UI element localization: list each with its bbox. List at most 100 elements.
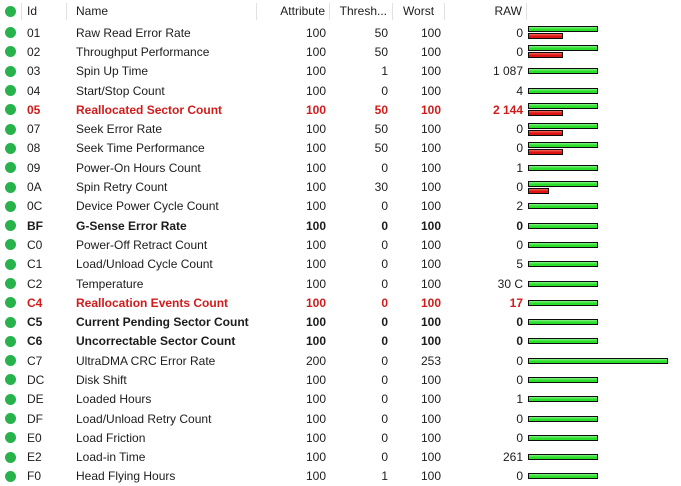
status-ok-icon bbox=[5, 6, 16, 17]
row-name: Load Friction bbox=[76, 430, 146, 445]
row-threshold: 1 bbox=[381, 64, 388, 79]
table-row[interactable]: C0 Power-Off Retract Count 100 0 100 0 bbox=[0, 235, 681, 254]
table-row[interactable]: 05 Reallocated Sector Count 100 50 100 2… bbox=[0, 100, 681, 119]
row-worst: 253 bbox=[420, 353, 441, 368]
row-bar-graph bbox=[527, 338, 681, 345]
table-row[interactable]: 0A Spin Retry Count 100 30 100 0 bbox=[0, 177, 681, 196]
row-bar-graph bbox=[527, 222, 681, 229]
table-row[interactable]: DE Loaded Hours 100 0 100 1 bbox=[0, 390, 681, 409]
row-threshold: 0 bbox=[381, 218, 388, 233]
threshold-bar bbox=[528, 187, 549, 194]
row-threshold: 0 bbox=[381, 295, 388, 310]
row-worst: 100 bbox=[420, 141, 441, 156]
row-id: 02 bbox=[27, 44, 41, 59]
row-raw: 261 bbox=[502, 450, 523, 465]
row-worst: 100 bbox=[420, 199, 441, 214]
column-header-worst[interactable]: Worst bbox=[393, 3, 445, 20]
row-worst: 100 bbox=[420, 25, 441, 40]
column-header-attribute[interactable]: Attribute bbox=[257, 3, 330, 20]
table-row[interactable]: E2 Load-in Time 100 0 100 261 bbox=[0, 448, 681, 467]
value-bar bbox=[528, 180, 598, 187]
row-attribute: 100 bbox=[305, 64, 326, 79]
table-row[interactable]: 09 Power-On Hours Count 100 0 100 1 bbox=[0, 158, 681, 177]
row-threshold: 0 bbox=[381, 392, 388, 407]
column-header-graph[interactable] bbox=[527, 3, 681, 20]
status-ok-icon bbox=[5, 200, 16, 212]
value-bar bbox=[528, 26, 598, 33]
row-bar-graph bbox=[527, 319, 681, 326]
row-threshold: 50 bbox=[374, 25, 388, 40]
row-bar-graph bbox=[527, 103, 681, 117]
table-row[interactable]: 07 Seek Error Rate 100 50 100 0 bbox=[0, 119, 681, 138]
table-row[interactable]: DF Load/Unload Retry Count 100 0 100 0 bbox=[0, 409, 681, 428]
row-raw: 0 bbox=[516, 25, 523, 40]
row-id: C6 bbox=[27, 334, 43, 349]
status-ok-icon bbox=[5, 374, 16, 386]
row-attribute: 100 bbox=[305, 160, 326, 175]
row-bar-graph bbox=[527, 396, 681, 403]
status-ok-icon bbox=[5, 451, 16, 463]
row-raw: 0 bbox=[516, 469, 523, 484]
table-row[interactable]: 0C Device Power Cycle Count 100 0 100 2 bbox=[0, 197, 681, 216]
value-bar bbox=[528, 454, 598, 461]
table-row[interactable]: DC Disk Shift 100 0 100 0 bbox=[0, 370, 681, 389]
status-ok-icon bbox=[5, 27, 16, 39]
table-row[interactable]: C1 Load/Unload Cycle Count 100 0 100 5 bbox=[0, 255, 681, 274]
column-header-threshold[interactable]: Thresh... bbox=[330, 3, 393, 20]
row-bar-graph bbox=[527, 203, 681, 210]
table-row[interactable]: 04 Start/Stop Count 100 0 100 4 bbox=[0, 81, 681, 100]
row-attribute: 100 bbox=[305, 180, 326, 195]
row-bar-graph bbox=[527, 415, 681, 422]
row-worst: 100 bbox=[420, 64, 441, 79]
row-bar-graph bbox=[527, 26, 681, 40]
table-row[interactable]: C2 Temperature 100 0 100 30 C bbox=[0, 274, 681, 293]
row-id: 01 bbox=[27, 25, 41, 40]
row-name: Power-On Hours Count bbox=[76, 160, 201, 175]
row-worst: 100 bbox=[420, 469, 441, 484]
row-worst: 100 bbox=[420, 276, 441, 291]
column-header-raw[interactable]: RAW bbox=[445, 3, 527, 20]
table-row[interactable]: BF G-Sense Error Rate 100 0 100 0 bbox=[0, 216, 681, 235]
row-attribute: 100 bbox=[305, 83, 326, 98]
column-header-id[interactable]: Id bbox=[22, 3, 67, 20]
row-threshold: 0 bbox=[381, 199, 388, 214]
table-row[interactable]: 02 Throughput Performance 100 50 100 0 bbox=[0, 42, 681, 61]
row-raw: 30 C bbox=[497, 276, 523, 291]
row-bar-graph bbox=[527, 68, 681, 75]
row-bar-graph bbox=[527, 87, 681, 94]
row-id: C4 bbox=[27, 295, 43, 310]
table-row[interactable]: C4 Reallocation Events Count 100 0 100 1… bbox=[0, 293, 681, 312]
table-row[interactable]: C6 Uncorrectable Sector Count 100 0 100 … bbox=[0, 332, 681, 351]
row-worst: 100 bbox=[420, 160, 441, 175]
row-attribute: 100 bbox=[305, 315, 326, 330]
column-header-status[interactable] bbox=[0, 3, 22, 20]
row-attribute: 100 bbox=[305, 430, 326, 445]
row-threshold: 0 bbox=[381, 372, 388, 387]
table-row[interactable]: E0 Load Friction 100 0 100 0 bbox=[0, 428, 681, 447]
table-row[interactable]: C5 Current Pending Sector Count 100 0 10… bbox=[0, 312, 681, 331]
row-name: Power-Off Retract Count bbox=[76, 237, 208, 252]
status-ok-icon bbox=[5, 239, 16, 251]
row-worst: 100 bbox=[420, 372, 441, 387]
status-ok-icon bbox=[5, 432, 16, 444]
row-raw: 1 bbox=[516, 160, 523, 175]
table-row[interactable]: C7 UltraDMA CRC Error Rate 200 0 253 0 bbox=[0, 351, 681, 370]
row-threshold: 0 bbox=[381, 257, 388, 272]
table-row[interactable]: F0 Head Flying Hours 100 1 100 0 bbox=[0, 467, 681, 486]
row-raw: 0 bbox=[516, 180, 523, 195]
row-status-cell bbox=[0, 239, 22, 251]
table-row[interactable]: 08 Seek Time Performance 100 50 100 0 bbox=[0, 139, 681, 158]
row-status-cell bbox=[0, 85, 22, 97]
row-attribute: 200 bbox=[305, 353, 326, 368]
table-body: 01 Raw Read Error Rate 100 50 100 0 02 T… bbox=[0, 23, 681, 486]
status-ok-icon bbox=[5, 316, 16, 328]
row-id: E2 bbox=[27, 450, 42, 465]
table-header: Id Name Attribute Thresh... Worst RAW bbox=[0, 0, 681, 23]
row-status-cell bbox=[0, 335, 22, 347]
value-bar bbox=[528, 241, 598, 248]
column-header-name[interactable]: Name bbox=[67, 3, 257, 20]
table-row[interactable]: 03 Spin Up Time 100 1 100 1 087 bbox=[0, 62, 681, 81]
row-status-cell bbox=[0, 142, 22, 154]
table-row[interactable]: 01 Raw Read Error Rate 100 50 100 0 bbox=[0, 23, 681, 42]
